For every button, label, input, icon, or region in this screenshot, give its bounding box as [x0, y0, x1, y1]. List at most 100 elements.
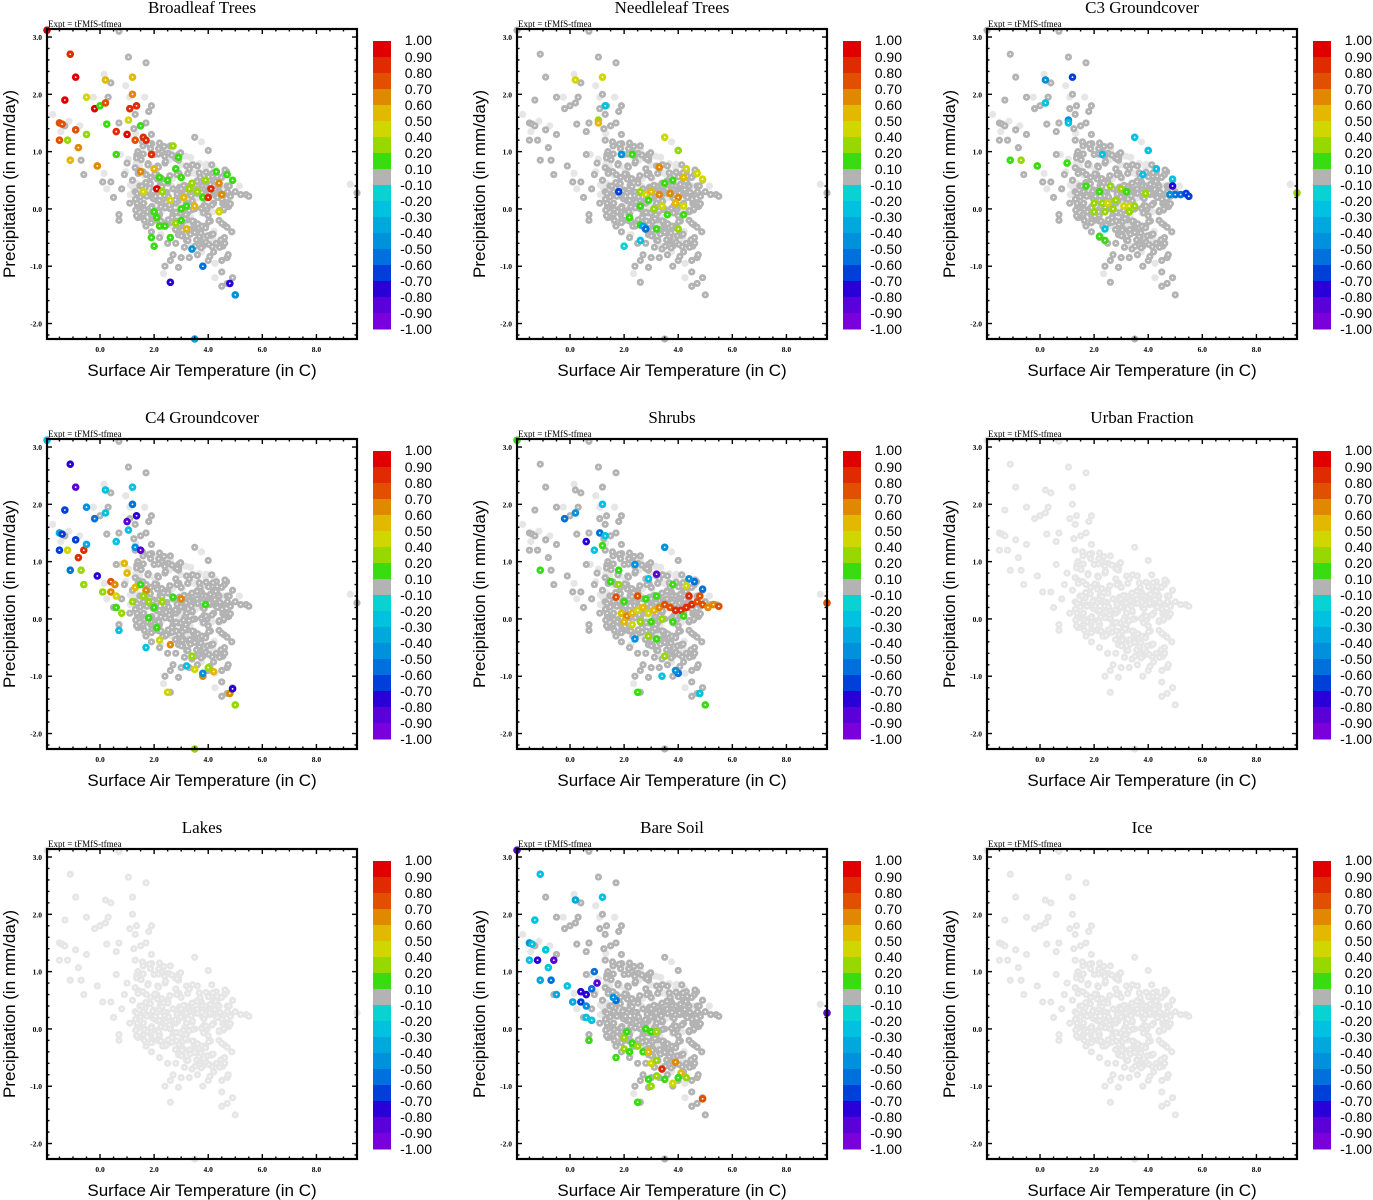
point-center	[142, 145, 144, 147]
point-center	[220, 193, 223, 196]
point-center	[588, 219, 590, 222]
point-center	[160, 205, 162, 208]
point-center	[228, 595, 231, 597]
point-center	[620, 231, 623, 233]
point-center	[639, 205, 642, 207]
point-missing	[559, 503, 567, 511]
point-center	[555, 133, 558, 136]
point-missing	[667, 548, 676, 556]
point-center	[163, 155, 166, 158]
point-center	[1090, 206, 1093, 209]
colorbar-label: 0.70	[405, 491, 432, 507]
point-center	[201, 265, 204, 268]
colorbar-bin	[373, 201, 391, 218]
point-center	[1093, 210, 1096, 213]
point-center	[201, 672, 204, 675]
point-center	[650, 190, 653, 193]
point-center	[212, 661, 215, 663]
point-center	[109, 591, 112, 593]
point-center	[626, 178, 629, 180]
point-center	[169, 174, 171, 177]
point-missing	[141, 503, 149, 511]
colorbar-label: 1.00	[405, 32, 432, 48]
point-center	[675, 171, 677, 174]
point-center	[107, 506, 109, 508]
point-center	[571, 181, 574, 183]
colorbar-label: -0.10	[400, 587, 432, 603]
y-tick-label: 3.0	[973, 33, 983, 42]
point-center	[688, 246, 691, 249]
y-tick-label: 3.0	[503, 33, 513, 42]
point-center	[1071, 179, 1074, 182]
x-tick-label: 8.0	[782, 345, 792, 354]
point-center	[597, 122, 600, 124]
expt-label: Expt = tFMfS-tfmea	[518, 19, 592, 29]
point-center	[118, 623, 120, 626]
point-center	[190, 194, 192, 197]
point-center	[207, 149, 210, 152]
point-center	[139, 535, 142, 537]
point-center	[172, 663, 174, 666]
colorbar-label: 0.70	[875, 81, 902, 97]
colorbar-bin	[373, 233, 391, 250]
point-center	[216, 175, 218, 178]
point-center	[187, 649, 189, 652]
point-center	[180, 219, 183, 222]
point-center	[677, 196, 680, 199]
point-center	[575, 123, 578, 125]
point-center	[1151, 245, 1154, 248]
point-center	[658, 578, 661, 580]
colorbar-label: 0.60	[1345, 97, 1372, 113]
y-tick-label: -1.0	[30, 672, 42, 681]
point-center	[207, 630, 210, 633]
point-center	[1058, 213, 1060, 216]
point-center	[149, 586, 152, 589]
point-center	[598, 517, 601, 520]
point-center	[230, 641, 233, 643]
point-center	[634, 206, 637, 209]
point-center	[93, 107, 96, 110]
point-center	[157, 153, 160, 155]
point-center	[136, 602, 138, 605]
y-tick-label: 0.0	[503, 205, 513, 214]
point-center	[143, 219, 146, 222]
point-center	[126, 133, 128, 136]
point-center	[209, 255, 211, 258]
point-center	[639, 145, 642, 147]
point-center	[82, 583, 85, 586]
point-center	[227, 663, 230, 666]
colorbar-bin	[373, 691, 391, 708]
point-center	[1090, 104, 1093, 107]
colorbar-label: 0.10	[1345, 161, 1372, 177]
point-missing	[202, 160, 210, 168]
point-center	[193, 205, 196, 207]
point-center	[139, 606, 142, 608]
point-center	[699, 202, 702, 205]
point-center	[650, 235, 653, 237]
point-center	[571, 591, 574, 593]
point-center	[155, 187, 158, 190]
point-center	[1125, 190, 1128, 193]
point-center	[164, 616, 167, 619]
point-center	[679, 183, 682, 186]
point-center	[110, 181, 112, 183]
colorbar-bin	[843, 153, 861, 170]
point-center	[1094, 195, 1097, 198]
point-missing	[519, 520, 527, 528]
point-center	[180, 666, 182, 669]
x-axis-label: Surface Air Temperature (in C)	[87, 771, 316, 790]
point-center	[1089, 147, 1092, 150]
point-center	[597, 466, 600, 468]
point-center	[536, 549, 539, 551]
point-center	[135, 625, 138, 627]
point-center	[582, 606, 585, 609]
point-center	[670, 247, 672, 249]
point-center	[1014, 129, 1017, 131]
point-center	[620, 206, 623, 209]
point-center	[691, 198, 693, 200]
panel-title: Needleleaf Trees	[615, 0, 730, 17]
point-center	[147, 520, 150, 523]
point-center	[74, 486, 77, 489]
point-center	[157, 147, 160, 150]
